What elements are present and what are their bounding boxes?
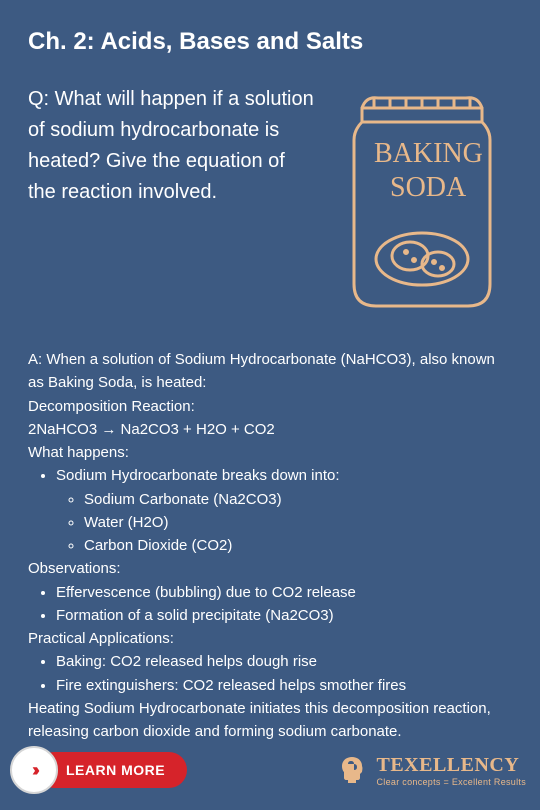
brand-tagline: Clear concepts = Excellent Results xyxy=(376,777,526,787)
breaks-line: Sodium Hydrocarbonate breaks down into: xyxy=(56,464,512,487)
application-item: Baking: CO2 released helps dough rise xyxy=(56,650,512,673)
equation: 2NaHCO3 → Na2CO3 + H2O + CO2 xyxy=(28,418,512,441)
product-item: Water (H2O) xyxy=(84,511,512,534)
conclusion: Heating Sodium Hydrocarbonate initiates … xyxy=(28,697,512,744)
illustration-label-2: SODA xyxy=(390,172,467,203)
observation-item: Formation of a solid precipitate (Na2CO3… xyxy=(56,604,512,627)
illustration-label-1: BAKING xyxy=(374,138,483,169)
brand-name: TEXELLENCY xyxy=(376,754,526,777)
bottom-bar: ›› LEARN MORE TEXELLENCY Clear concepts … xyxy=(0,746,540,794)
application-item: Fire extinguishers: CO2 released helps s… xyxy=(56,674,512,697)
reaction-heading: Decomposition Reaction: xyxy=(28,395,512,418)
question-row: Q: What will happen if a solution of sod… xyxy=(28,84,512,324)
product-item: Sodium Carbonate (Na2CO3) xyxy=(84,488,512,511)
app-heading: Practical Applications: xyxy=(28,627,512,650)
learn-more-label: LEARN MORE xyxy=(36,752,187,788)
what-heading: What happens: xyxy=(28,441,512,464)
chevron-right-icon: ›› xyxy=(10,746,58,794)
baking-soda-illustration: BAKING SODA xyxy=(332,84,512,324)
brand-logo[interactable]: TEXELLENCY Clear concepts = Excellent Re… xyxy=(336,754,526,787)
brain-icon xyxy=(336,754,368,786)
learn-more-button[interactable]: ›› LEARN MORE xyxy=(10,746,187,794)
product-item: Carbon Dioxide (CO2) xyxy=(84,534,512,557)
answer-text: A: When a solution of Sodium Hydrocarbon… xyxy=(28,348,512,743)
obs-heading: Observations: xyxy=(28,557,512,580)
observation-item: Effervescence (bubbling) due to CO2 rele… xyxy=(56,581,512,604)
question-text: Q: What will happen if a solution of sod… xyxy=(28,84,316,324)
answer-intro: A: When a solution of Sodium Hydrocarbon… xyxy=(28,348,512,395)
chapter-title: Ch. 2: Acids, Bases and Salts xyxy=(28,28,512,56)
